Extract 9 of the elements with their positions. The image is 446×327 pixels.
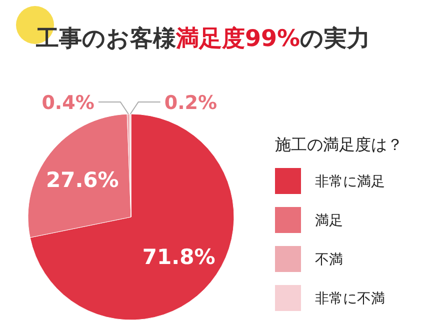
data-label: 71.8% (142, 245, 216, 270)
data-label: 0.2% (164, 92, 218, 114)
data-label: 0.4% (42, 92, 94, 114)
legend-label: 満足 (315, 213, 343, 229)
legend-label: 非常に不満 (315, 291, 385, 307)
legend-title: 施工の満足度は？ (275, 135, 403, 154)
legend-label: 非常に満足 (315, 174, 385, 190)
legend-label: 不満 (315, 252, 343, 268)
data-label: 27.6% (46, 168, 119, 192)
